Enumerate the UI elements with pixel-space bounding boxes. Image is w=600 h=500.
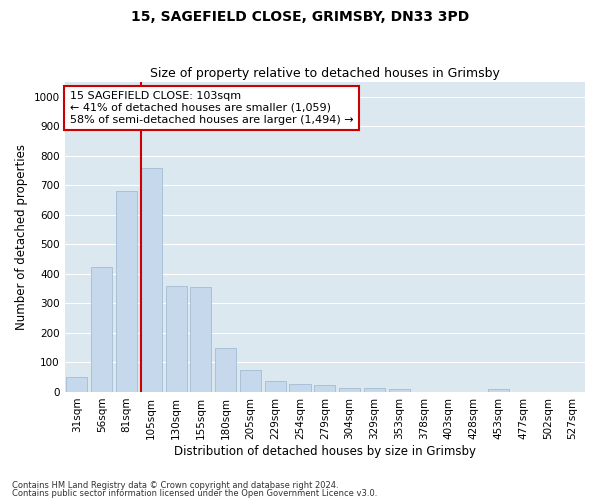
Y-axis label: Number of detached properties: Number of detached properties — [15, 144, 28, 330]
Title: Size of property relative to detached houses in Grimsby: Size of property relative to detached ho… — [150, 66, 500, 80]
X-axis label: Distribution of detached houses by size in Grimsby: Distribution of detached houses by size … — [174, 444, 476, 458]
Bar — [190, 287, 211, 392]
Bar — [488, 389, 509, 392]
Bar — [389, 389, 410, 392]
Bar — [364, 388, 385, 392]
Text: 15 SAGEFIELD CLOSE: 103sqm
← 41% of detached houses are smaller (1,059)
58% of s: 15 SAGEFIELD CLOSE: 103sqm ← 41% of deta… — [70, 92, 353, 124]
Text: 15, SAGEFIELD CLOSE, GRIMSBY, DN33 3PD: 15, SAGEFIELD CLOSE, GRIMSBY, DN33 3PD — [131, 10, 469, 24]
Bar — [91, 266, 112, 392]
Text: Contains public sector information licensed under the Open Government Licence v3: Contains public sector information licen… — [12, 488, 377, 498]
Bar — [67, 377, 88, 392]
Bar — [289, 384, 311, 392]
Bar — [215, 348, 236, 392]
Bar — [240, 370, 261, 392]
Text: Contains HM Land Registry data © Crown copyright and database right 2024.: Contains HM Land Registry data © Crown c… — [12, 481, 338, 490]
Bar — [314, 384, 335, 392]
Bar — [141, 168, 162, 392]
Bar — [116, 192, 137, 392]
Bar — [166, 286, 187, 392]
Bar — [339, 388, 360, 392]
Bar — [265, 380, 286, 392]
